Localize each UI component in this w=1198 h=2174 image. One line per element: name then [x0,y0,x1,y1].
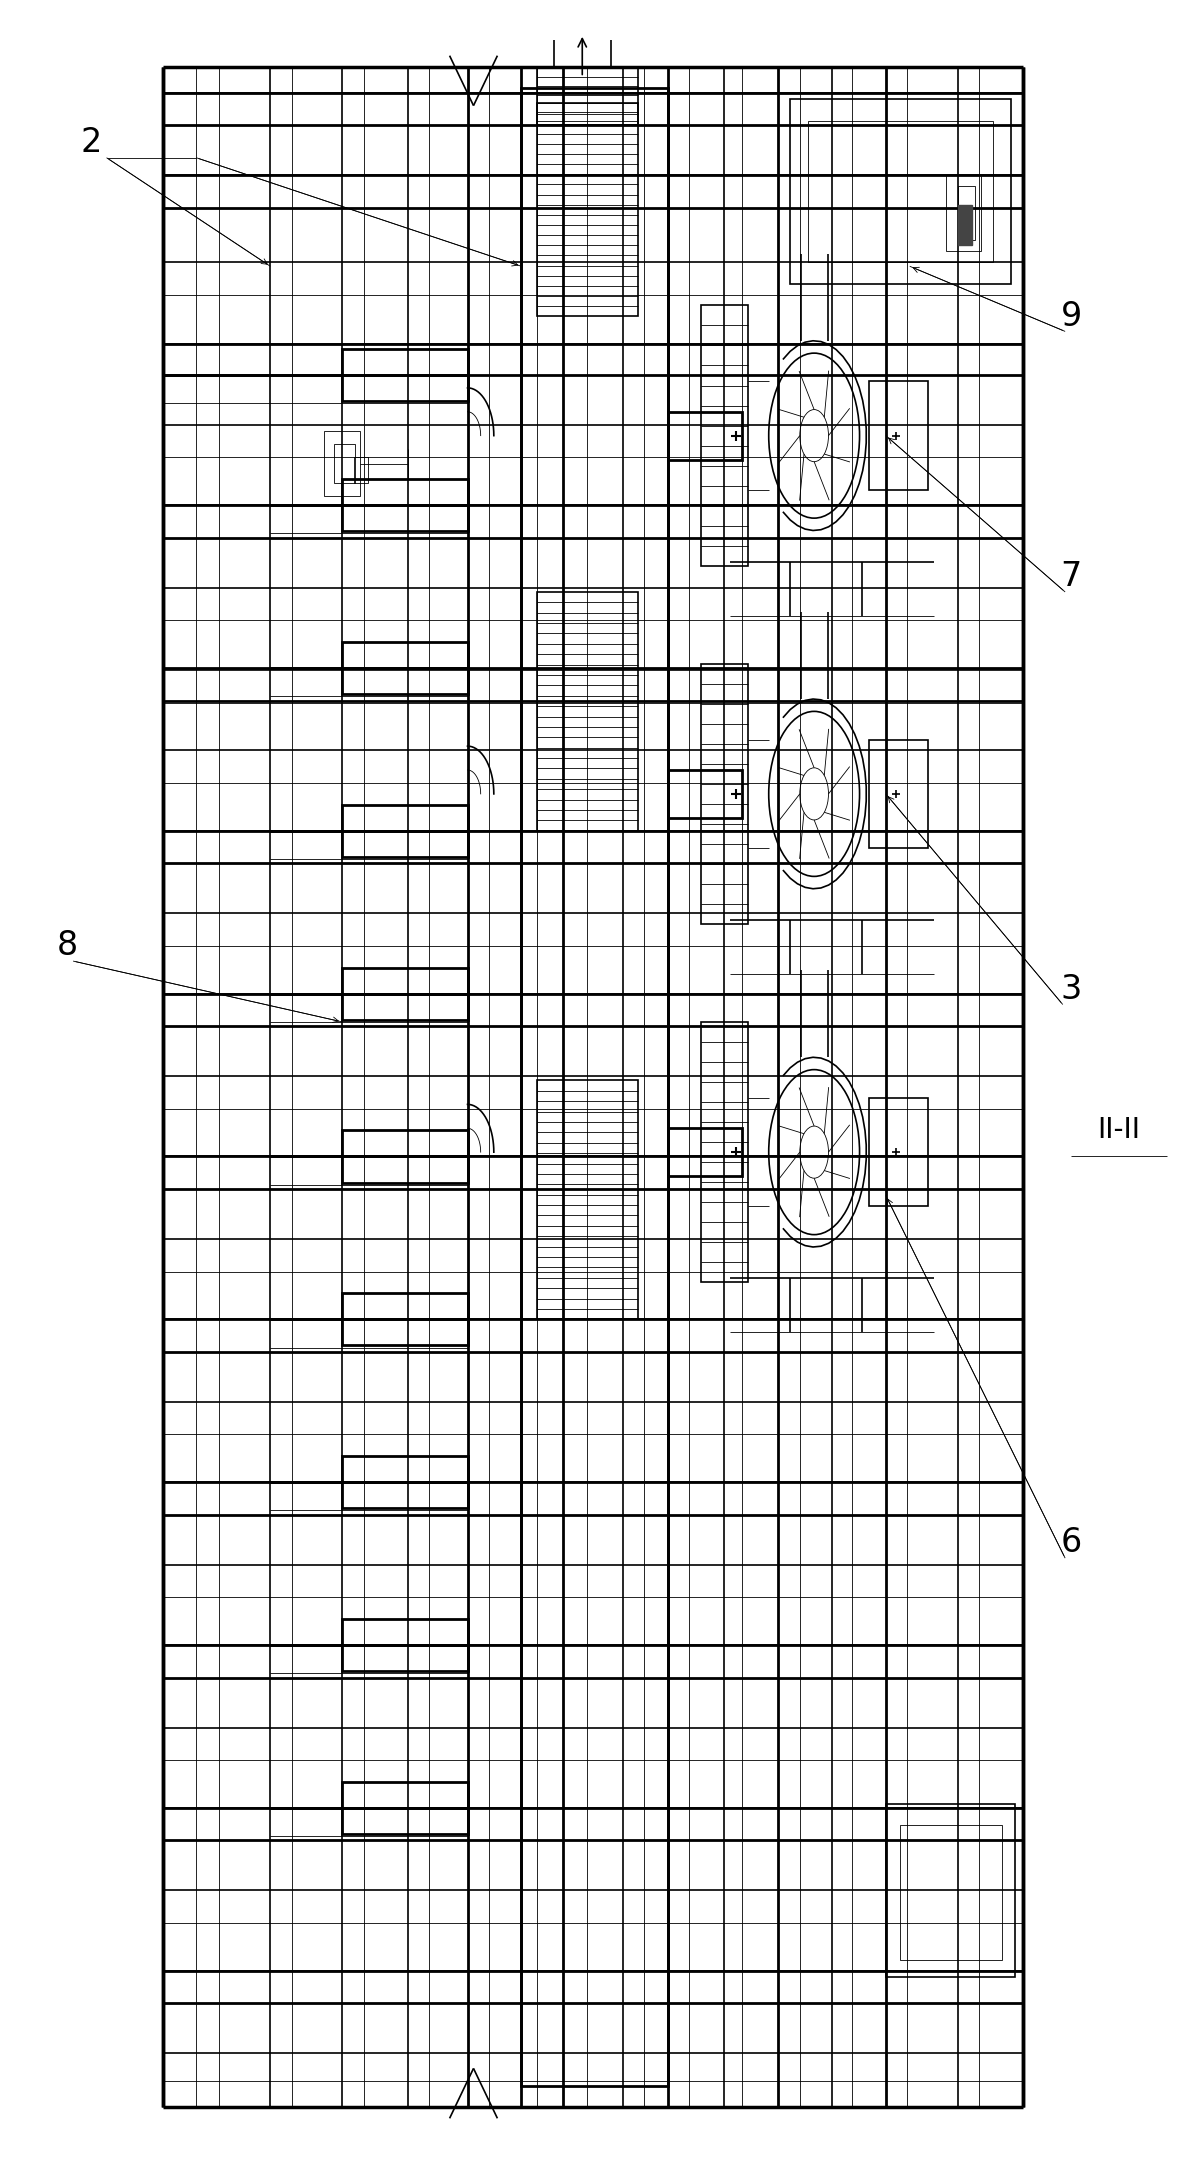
Bar [869,1098,928,1207]
Bar [341,478,467,530]
Bar [537,591,639,830]
Bar [341,1294,467,1346]
Text: 8: 8 [56,928,78,963]
Bar [668,411,743,459]
Bar [163,93,1023,126]
Bar [341,804,467,857]
Bar [791,100,1011,283]
Bar [341,1457,467,1509]
Bar [341,1620,467,1672]
Bar [945,176,981,250]
Bar [341,1130,467,1183]
Bar [957,187,975,239]
Text: 6: 6 [1060,1526,1082,1559]
Bar [537,1080,639,1320]
Bar [334,443,355,483]
Bar [341,1783,467,1835]
Bar [325,430,359,496]
Text: 2: 2 [80,126,102,159]
Bar [900,1826,1002,1959]
Bar [353,457,368,483]
Bar [701,1022,749,1283]
Bar [341,641,467,694]
Bar [885,1804,1015,1976]
Text: 9: 9 [1060,300,1082,333]
Bar [668,770,743,817]
Text: II-II: II-II [1097,1117,1140,1144]
Bar [701,304,749,565]
Bar [537,104,639,315]
Bar [341,348,467,400]
Bar [869,739,928,848]
Bar [668,1128,743,1176]
Bar [809,122,993,261]
Bar [341,967,467,1020]
Bar [957,207,972,243]
Bar [521,89,668,2085]
Text: 3: 3 [1060,972,1082,1007]
Text: 7: 7 [1060,561,1082,594]
Bar [869,380,928,489]
Bar [537,67,639,126]
Bar [701,663,749,924]
